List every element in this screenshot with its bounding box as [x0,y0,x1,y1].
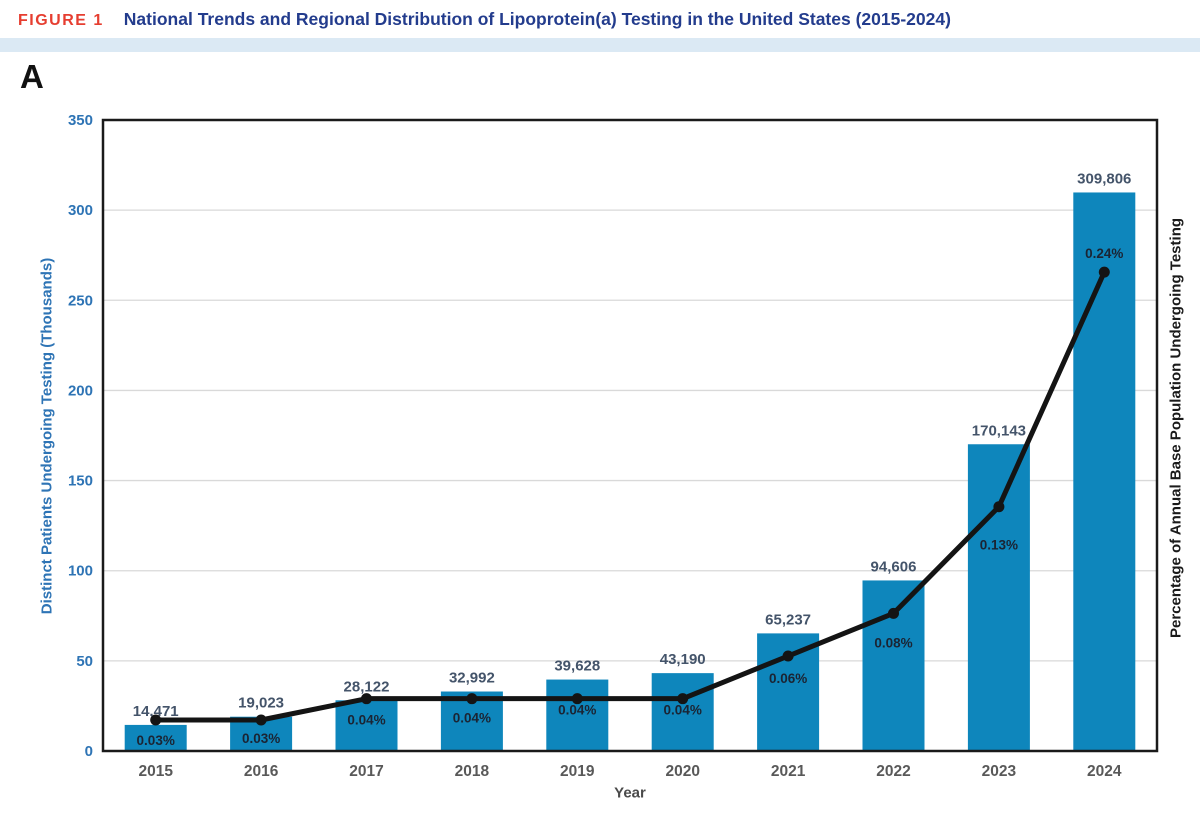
bar [546,679,609,751]
line-marker [993,501,1005,513]
line-marker [361,693,372,705]
bar-value-label: 39,628 [554,658,600,675]
bar-value-label: 43,190 [660,651,706,668]
pct-label: 0.13% [980,538,1018,553]
bar [124,724,187,751]
line-marker [150,714,162,726]
figure-number-label: FIGURE 1 [18,12,104,29]
y-tick-label: 150 [68,473,93,490]
pct-label: 0.04% [664,703,702,718]
line-marker [466,693,478,705]
x-axis-title: Year [614,784,646,802]
bar-value-label: 14,471 [133,703,179,720]
bar [335,700,398,751]
panel-a-label: A [20,58,44,95]
right-y-axis-title: Percentage of Annual Base Population Und… [1167,217,1185,639]
bar [967,444,1030,751]
bar-value-label: 65,237 [765,611,811,628]
line-marker [888,607,899,619]
pct-label: 0.04% [347,713,385,728]
line-marker [677,693,689,705]
pct-label: 0.06% [769,671,807,686]
bar [862,580,925,751]
bar-value-label: 94,606 [871,558,917,575]
y-tick-label: 50 [76,653,93,670]
x-tick-label: 2019 [560,763,595,780]
figure-header: FIGURE 1 National Trends and Regional Di… [0,0,1200,38]
pct-label: 0.04% [453,711,491,726]
pct-label: 0.08% [874,635,912,650]
x-tick-label: 2022 [876,763,910,780]
x-tick-label: 2020 [665,763,699,780]
bar-value-label: 32,992 [449,670,495,687]
bar-value-label: 309,806 [1077,170,1131,187]
y-tick-label: 300 [68,202,93,219]
x-tick-label: 2015 [138,763,173,780]
pct-label: 0.03% [242,731,280,746]
y-tick-label: 100 [68,563,93,580]
pct-label: 0.24% [1085,246,1123,261]
y-tick-label: 250 [68,292,93,309]
y-tick-label: 200 [68,382,93,399]
y-tick-label: 0 [85,743,93,760]
x-tick-label: 2021 [771,763,806,780]
line-marker [255,714,267,726]
pct-label: 0.03% [137,733,175,748]
y-tick-label: 350 [68,112,93,129]
x-tick-label: 2017 [349,763,383,780]
bar [1073,192,1136,751]
bar-value-label: 170,143 [972,422,1026,439]
x-tick-label: 2016 [244,763,279,780]
bar [651,673,714,751]
trend-line [153,269,1107,723]
x-tick-label: 2023 [982,763,1017,780]
plot-border [101,118,1159,753]
left-y-axis-title: Distinct Patients Undergoing Testing (Th… [38,257,56,615]
line-marker [782,650,794,662]
x-tick-label: 2018 [455,763,490,780]
pct-label: 0.04% [558,703,596,718]
bar-value-label: 28,122 [344,678,390,695]
figure-title: National Trends and Regional Distributio… [123,9,951,29]
line-marker [571,693,583,705]
header-divider-band [0,38,1200,52]
bar-value-label: 19,023 [238,695,284,712]
x-tick-label: 2024 [1087,763,1122,780]
line-marker [1098,266,1110,278]
